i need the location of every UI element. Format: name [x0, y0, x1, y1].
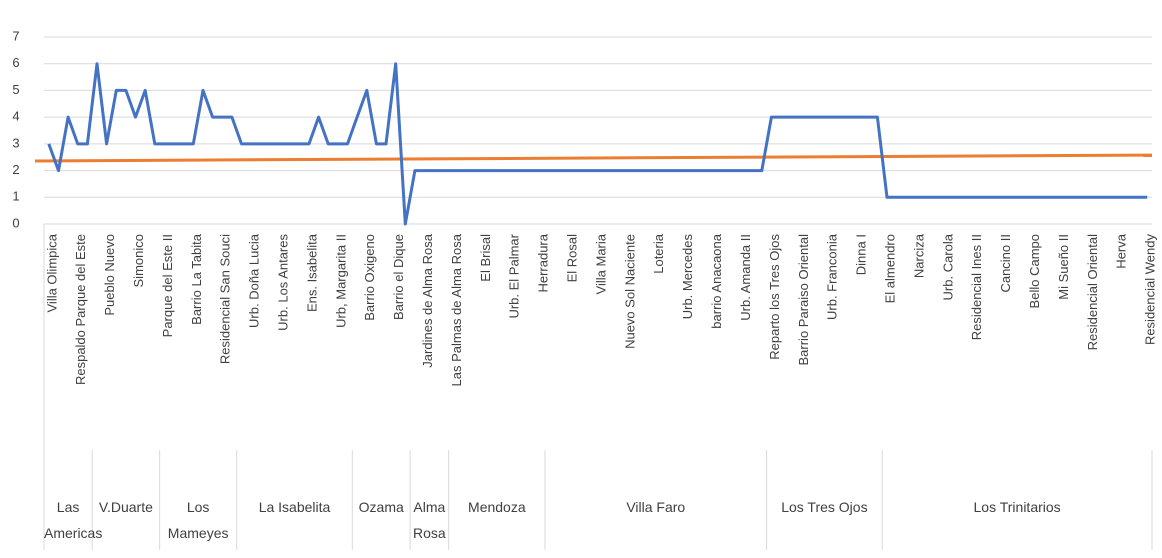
x-tick-label: Urb. Doña Lucia: [247, 233, 262, 328]
x-tick-label: Loteria: [651, 233, 666, 274]
x-tick-label: Barrio La Tabita: [189, 233, 204, 325]
group-label: La Isabelita: [258, 499, 331, 515]
x-tick-label: El almendro: [882, 234, 897, 303]
y-tick-label: 3: [12, 135, 19, 150]
x-tick-label: Villa Olimpica: [44, 233, 59, 312]
x-tick-label: Parque del Este II: [160, 234, 175, 337]
x-tick-label: Pueblo Nuevo: [102, 234, 117, 316]
x-tick-label: Narciza: [911, 233, 926, 278]
x-tick-label: Las Palmas de Alma Rosa: [449, 233, 464, 386]
y-tick-label: 6: [12, 55, 19, 70]
x-tick-label: Nuevo Sol Naciente: [622, 234, 637, 349]
x-tick-label: Villa Maria: [593, 233, 608, 294]
x-tick-label: Respaldo Parque del Este: [73, 234, 88, 385]
x-tick-label: Cancino II: [998, 234, 1013, 293]
x-tick-label: Bello Campo: [1027, 234, 1042, 308]
group-label: Las Americas: [44, 499, 103, 541]
y-tick-label: 5: [12, 82, 19, 97]
group-label: Los Trinitarios: [973, 499, 1061, 515]
x-tick-label: Urb. Mercedes: [680, 234, 695, 320]
group-label: Alma Rosa: [413, 499, 446, 541]
x-tick-label: Urb. Carola: [940, 233, 955, 300]
x-tick-label: Barrio el Dique: [391, 234, 406, 320]
x-tick-label: El Brisal: [478, 234, 493, 282]
x-tick-label: Herva: [1114, 233, 1129, 268]
x-tick-label: Urb, Margarita II: [333, 234, 348, 328]
x-tick-label: El Rosal: [565, 234, 580, 283]
x-tick-label: Herradura: [536, 233, 551, 292]
x-tick-label: Mi Sueño II: [1056, 234, 1071, 300]
x-tick-label: Urb. Amanda II: [738, 234, 753, 321]
y-tick-label: 1: [12, 189, 19, 204]
trend-line: [34, 153, 1153, 163]
x-tick-label: Barrio Oxigeno: [362, 234, 377, 321]
x-tick-label: Residencial Ines II: [969, 234, 984, 340]
group-label: Villa Faro: [626, 499, 686, 515]
x-tick-label: Residencial Oriental: [1085, 234, 1100, 350]
y-tick-label: 2: [12, 162, 19, 177]
x-tick-label: barrio Anacaona: [709, 233, 724, 328]
x-tick-label: Urb. Franconia: [825, 233, 840, 320]
y-tick-label: 7: [12, 28, 19, 43]
x-tick-label: Reparto los Tres Ojos: [767, 234, 782, 360]
x-tick-label: Residencial San Souci: [218, 234, 233, 364]
y-tick-label: 4: [12, 109, 19, 124]
x-tick-label: Residencial Wendy: [1143, 234, 1158, 346]
x-tick-label: Ens. Isabelita: [304, 233, 319, 312]
x-tick-label: Jardines de Alma Rosa: [420, 233, 435, 367]
y-tick-label: 0: [12, 215, 19, 230]
series-line: [47, 62, 1148, 226]
x-tick-label: Urb. Los Antares: [275, 234, 290, 331]
group-label: V.Duarte: [98, 499, 153, 515]
group-label: Los Tres Ojos: [781, 499, 868, 515]
x-tick-label: Dinna I: [854, 234, 869, 275]
x-tick-label: Simonico: [131, 234, 146, 287]
x-tick-label: Barrio Paraiso Oriental: [796, 234, 811, 366]
group-label: Ozama: [358, 499, 404, 515]
x-tick-label: Urb. El Palmar: [507, 233, 522, 318]
group-label: Los Mameyes: [167, 499, 229, 541]
group-label: Mendoza: [468, 499, 526, 515]
